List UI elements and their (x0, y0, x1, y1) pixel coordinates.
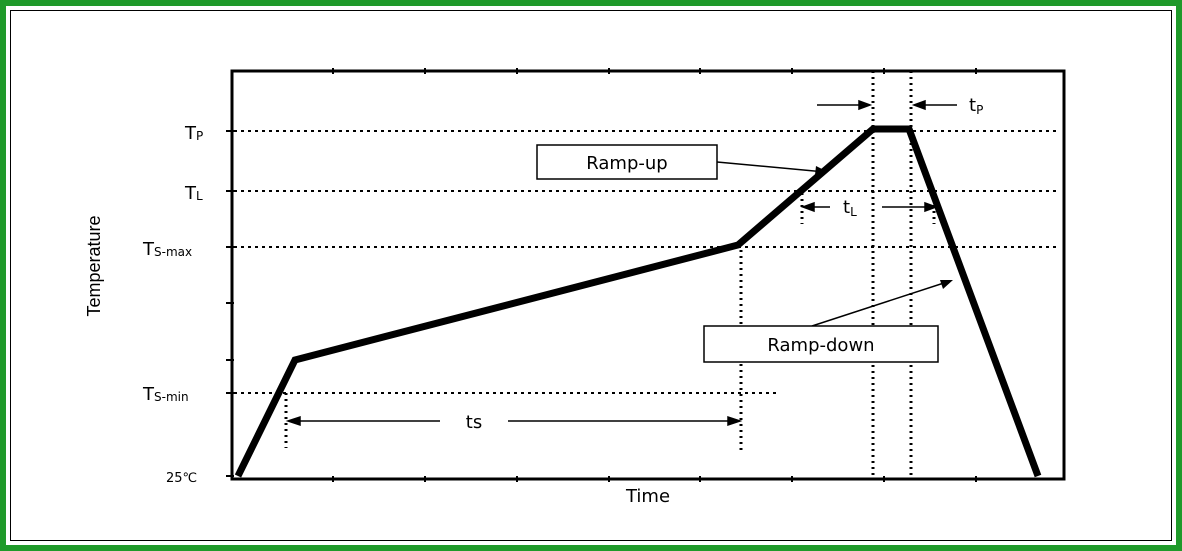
reference-lines-horizontal (234, 130, 1060, 394)
ramp-up-box (536, 144, 718, 180)
plot-area (230, 69, 1066, 481)
ramp-down-label: Ramp-down (767, 335, 874, 356)
tl-level-label: TL (184, 183, 203, 204)
ramp-down-pointer-head (940, 280, 953, 289)
ts-label: ts (466, 412, 482, 433)
ramp-down-box (703, 325, 939, 363)
y-axis-label: Temperature (84, 215, 104, 316)
reflow-profile-curve (234, 125, 1042, 478)
ramp-up-label: Ramp-up (586, 153, 667, 174)
x-axis-ticks (332, 68, 977, 482)
diagram-inner-border (10, 10, 1172, 541)
tp-label: tP (969, 95, 983, 117)
ramp-up-pointer (716, 161, 826, 173)
tl-label: tL (843, 197, 857, 219)
y-axis-ticks (226, 130, 234, 477)
tl-interval-arrow (800, 201, 939, 213)
tp-level-label: TP (184, 123, 203, 144)
ts-interval-arrow (285, 415, 743, 427)
x-axis-label: Time (625, 486, 670, 507)
room-temp-label: 25℃ (166, 471, 197, 486)
tp-interval-arrows (817, 99, 957, 111)
ramp-down-pointer (811, 280, 951, 327)
ts-max-level-label: TS-max (142, 239, 192, 260)
ts-min-level-label: TS-min (142, 384, 189, 405)
ramp-up-pointer-head (815, 166, 828, 175)
